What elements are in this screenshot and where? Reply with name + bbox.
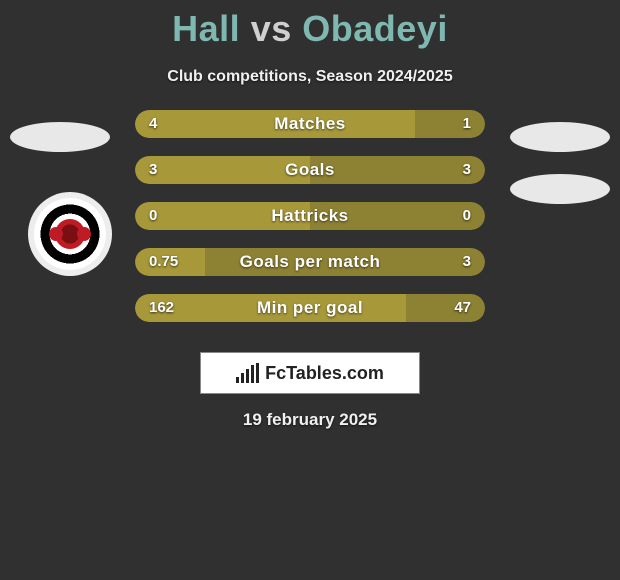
stat-value-left: 0.75 [149,248,178,276]
stat-label: Goals per match [135,248,485,276]
stat-value-left: 0 [149,202,157,230]
stat-row: Hattricks0 0 [135,202,485,230]
crest-rose-icon [55,219,85,249]
stat-row: Goals3 3 [135,156,485,184]
stat-value-left: 4 [149,110,157,138]
stat-row: Goals per match0.75 3 [135,248,485,276]
brand-bars-icon [236,363,259,383]
vs-text: vs [251,8,292,49]
stat-value-right: 3 [463,248,471,276]
player1-name: Hall [172,8,240,49]
stat-value-left: 162 [149,294,174,322]
snapshot-date: 19 february 2025 [0,410,620,430]
stat-value-right: 0 [463,202,471,230]
stat-label: Hattricks [135,202,485,230]
brand-text: FcTables.com [265,363,384,384]
bars-container: Matches41Goals33Hattricks00Goals per mat… [135,110,485,340]
stat-value-right: 1 [463,110,471,138]
stat-value-left: 3 [149,156,157,184]
stat-value-right: 3 [463,156,471,184]
brand-watermark: FcTables.com [200,352,420,394]
player1-badge-placeholder [10,122,110,152]
stat-row: Matches4 1 [135,110,485,138]
stat-label: Min per goal [135,294,485,322]
comparison-title: Hall vs Obadeyi [0,0,620,50]
player1-club-crest [28,192,112,276]
player2-name: Obadeyi [302,8,448,49]
player2-badge-placeholder-2 [510,174,610,204]
stat-label: Matches [135,110,485,138]
stat-row: Min per goal162 47 [135,294,485,322]
subtitle: Club competitions, Season 2024/2025 [0,68,620,86]
stat-value-right: 47 [454,294,471,322]
crest-ring [34,198,106,270]
player2-badge-placeholder-1 [510,122,610,152]
stat-label: Goals [135,156,485,184]
